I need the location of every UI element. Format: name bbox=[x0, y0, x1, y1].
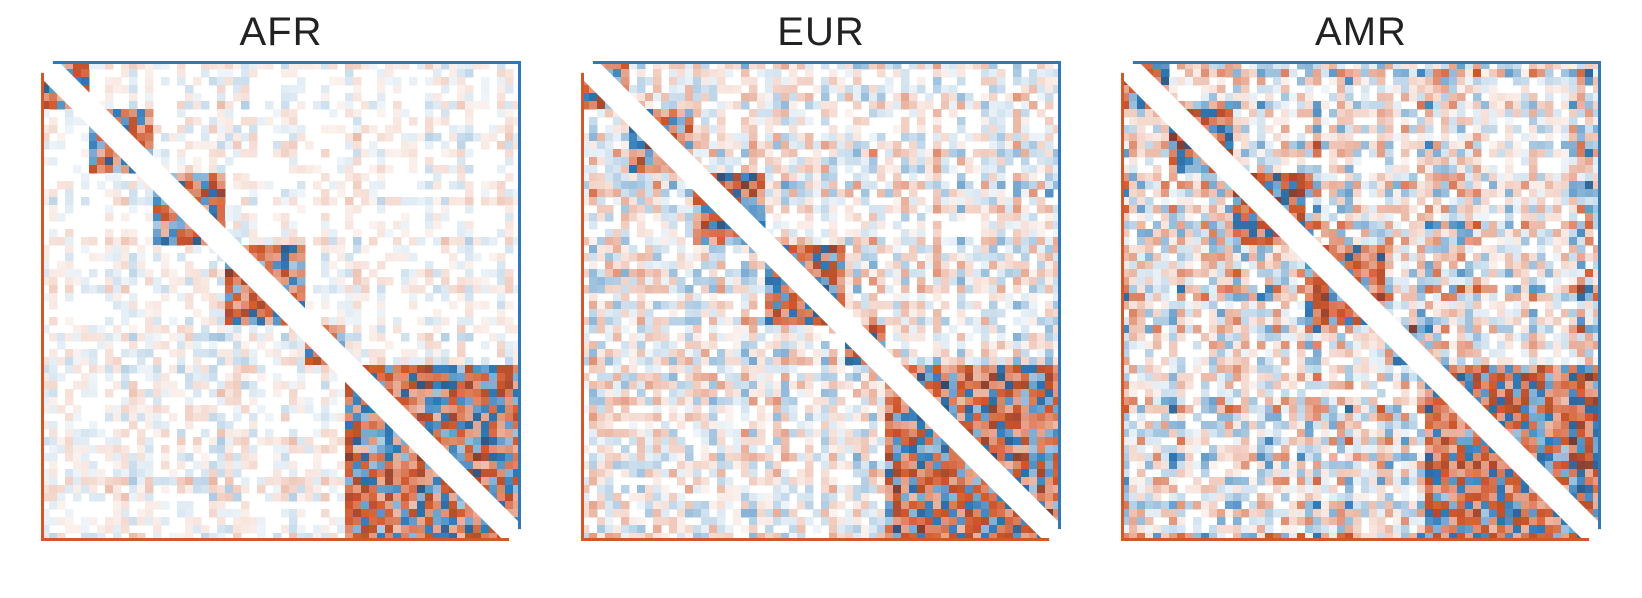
heatmap-svg-amr bbox=[1121, 61, 1601, 541]
panel-eur: EUR bbox=[581, 10, 1061, 541]
heatmap-amr bbox=[1121, 61, 1601, 541]
panel-afr: AFR bbox=[41, 10, 521, 541]
panel-amr: AMR bbox=[1121, 10, 1601, 541]
panel-title-eur: EUR bbox=[777, 10, 864, 55]
heatmap-svg-afr bbox=[41, 61, 521, 541]
panel-title-amr: AMR bbox=[1315, 10, 1407, 55]
heatmap-afr bbox=[41, 61, 521, 541]
heatmap-eur bbox=[581, 61, 1061, 541]
panel-title-afr: AFR bbox=[240, 10, 323, 55]
figure-row: AFR EUR AMR bbox=[0, 0, 1642, 551]
heatmap-svg-eur bbox=[581, 61, 1061, 541]
